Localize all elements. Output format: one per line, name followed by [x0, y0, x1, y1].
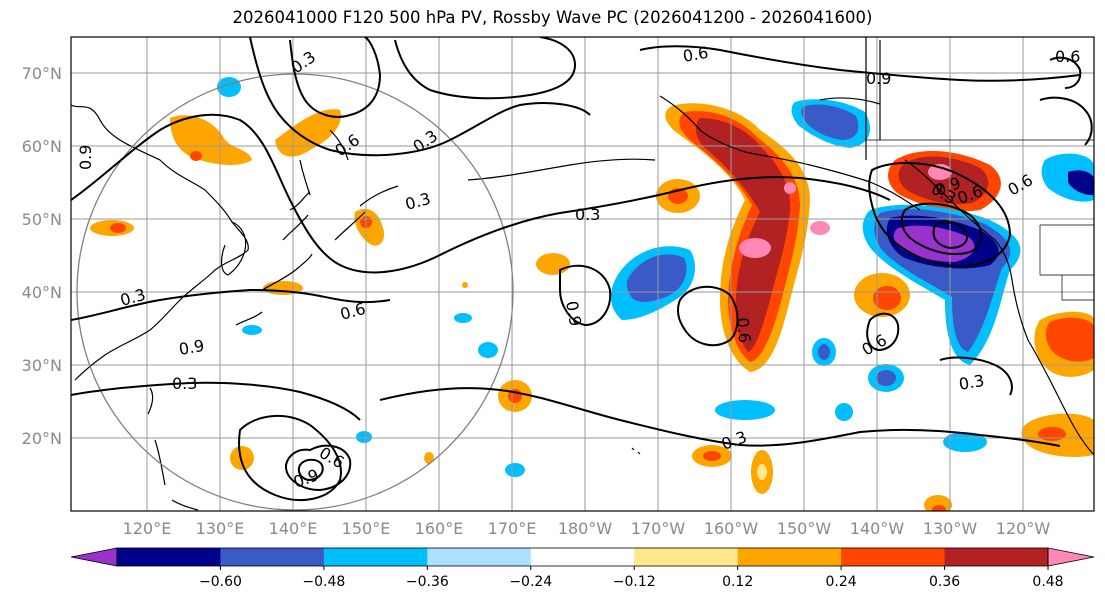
colorbar-segment — [737, 548, 842, 566]
colorbar-frame — [116, 547, 1049, 567]
lat-label-30: 30°N — [22, 356, 62, 375]
lon-label: 120°E — [123, 519, 172, 538]
colorbar-segment — [427, 548, 532, 566]
coastlines — [71, 37, 1094, 511]
colorbar-extend-min — [70, 547, 118, 567]
lat-label-50: 50°N — [22, 210, 62, 229]
pv-shading — [90, 77, 1094, 511]
contour-label: 0.3 — [575, 205, 600, 224]
map-title: 2026041000 F120 500 hPa PV, Rossby Wave … — [232, 8, 873, 27]
colorbar-tick-label: 0.12 — [722, 574, 753, 590]
lat-label-40: 40°N — [22, 283, 62, 302]
contour-label: 0.3 — [172, 374, 197, 393]
graticule — [71, 37, 1094, 511]
lon-label: 170°W — [631, 519, 686, 538]
lon-label: 130°E — [196, 519, 245, 538]
colorbar-segment — [323, 548, 428, 566]
colorbar-tick-label: 0.48 — [1032, 574, 1063, 590]
lon-label: 180°W — [558, 519, 613, 538]
lon-label: 160°E — [415, 519, 464, 538]
colorbar-segment — [220, 548, 325, 566]
colorbar-extend-max — [1047, 547, 1095, 567]
colorbar-segment — [634, 548, 739, 566]
colorbar-tick-label: −0.60 — [199, 574, 242, 590]
map-frame — [70, 36, 1095, 512]
contour-label: 0.9 — [866, 69, 891, 88]
colorbar-segment — [944, 548, 1049, 566]
pc-contours — [71, 37, 1093, 501]
colorbar-tick-label: 0.24 — [826, 574, 857, 590]
lat-label-60: 60°N — [22, 137, 62, 156]
lat-label-70: 70°N — [22, 64, 62, 83]
colorbar-segment — [841, 548, 946, 566]
lon-label: 140°W — [850, 519, 905, 538]
colorbar-tick-label: −0.24 — [509, 574, 552, 590]
contour-label: 0.9 — [562, 299, 585, 327]
colorbar-tick-label: −0.48 — [302, 574, 345, 590]
lon-label: 150°W — [777, 519, 832, 538]
colorbar-tick-label: −0.36 — [406, 574, 449, 590]
colorbar-segment — [530, 548, 635, 566]
lon-label: 120°W — [996, 519, 1051, 538]
contour-label: 0.9 — [177, 336, 205, 359]
contour-label: 0.9 — [76, 145, 95, 170]
colorbar: −0.60 −0.48 −0.36 −0.24 −0.12 0.12 0.24 0.36 0.4… — [70, 547, 1095, 590]
contour-label: 0.6 — [681, 43, 709, 66]
lon-label: 140°E — [269, 519, 318, 538]
contour-label: 0.3 — [957, 371, 985, 394]
lon-label: 170°E — [488, 519, 537, 538]
latitude-axis: 70°N 60°N 50°N 40°N 30°N 20°N — [22, 64, 62, 448]
longitude-axis: 120°E 130°E 140°E 150°E 160°E 170°E 180°… — [123, 519, 1051, 538]
borders — [866, 139, 1094, 301]
colorbar-tick-label: 0.36 — [929, 574, 960, 590]
contour-label: 0.6 — [1055, 47, 1080, 66]
lon-label: 130°W — [923, 519, 978, 538]
contour-label: 0.6 — [733, 317, 754, 344]
lon-label: 160°W — [704, 519, 759, 538]
lat-label-20: 20°N — [22, 429, 62, 448]
colorbar-tick-label: −0.12 — [613, 574, 656, 590]
lon-label: 150°E — [342, 519, 391, 538]
colorbar-segment — [117, 548, 221, 566]
